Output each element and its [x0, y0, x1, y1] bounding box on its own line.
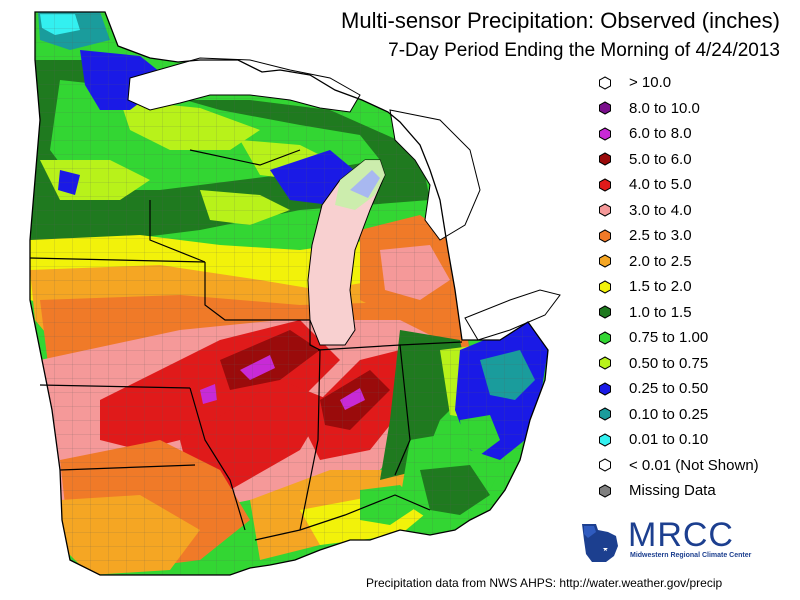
hexagon-marker	[599, 203, 611, 217]
hexagon-marker	[599, 356, 611, 370]
legend-label: Missing Data	[629, 482, 716, 500]
legend-item: 8.0 to 10.0	[598, 96, 798, 122]
legend-label: 1.5 to 2.0	[629, 278, 692, 296]
legend-item: 3.0 to 4.0	[598, 198, 798, 224]
legend-label: < 0.01 (Not Shown)	[629, 456, 759, 474]
legend-label: 3.0 to 4.0	[629, 201, 692, 219]
legend-label: 1.0 to 1.5	[629, 303, 692, 321]
hexagon-marker	[599, 178, 611, 192]
region-outline	[29, 11, 549, 576]
lake-erie	[464, 289, 561, 341]
logo-subtitle: Midwestern Regional Climate Center	[630, 552, 752, 559]
legend-item: 0.75 to 1.00	[598, 325, 798, 351]
legend-item: 1.5 to 2.0	[598, 274, 798, 300]
legend-item: > 10.0	[598, 70, 798, 96]
legend-item: 5.0 to 6.0	[598, 147, 798, 173]
hexagon-marker	[599, 254, 611, 268]
logo-wordmark: MRCC	[628, 516, 734, 554]
legend-label: 0.10 to 0.25	[629, 405, 709, 423]
legend-item: 0.50 to 0.75	[598, 351, 798, 377]
hexagon-marker	[599, 127, 611, 141]
mrcc-logo: MRCC Midwestern Regional Climate Center	[578, 516, 778, 568]
legend-item: 0.10 to 0.25	[598, 402, 798, 428]
legend-label: 0.50 to 0.75	[629, 354, 709, 372]
lake-superior	[127, 57, 361, 113]
legend-item: 0.25 to 0.50	[598, 376, 798, 402]
legend-label: 0.75 to 1.00	[629, 329, 709, 347]
hexagon-marker	[599, 229, 611, 243]
hexagon-marker	[599, 280, 611, 294]
hexagon-marker	[599, 382, 611, 396]
hexagon-marker	[599, 458, 611, 472]
legend-item: 4.0 to 5.0	[598, 172, 798, 198]
legend-label: 4.0 to 5.0	[629, 176, 692, 194]
legend-label: 8.0 to 10.0	[629, 99, 700, 117]
legend-label: 0.01 to 0.10	[629, 431, 709, 449]
hexagon-marker	[599, 152, 611, 166]
legend-label: 2.5 to 3.0	[629, 227, 692, 245]
legend-label: 2.0 to 2.5	[629, 252, 692, 270]
hexagon-marker	[599, 101, 611, 115]
hexagon-marker	[599, 331, 611, 345]
lake-huron	[389, 109, 481, 241]
source-credit: Precipitation data from NWS AHPS: http:/…	[366, 576, 723, 590]
map-subtitle: 7-Day Period Ending the Morning of 4/24/…	[388, 40, 780, 61]
legend: > 10.0 8.0 to 10.0 6.0 to 8.0 5.0 to 6.0 4.0…	[598, 70, 798, 504]
legend-label: 0.25 to 0.50	[629, 380, 709, 398]
map-title: Multi-sensor Precipitation: Observed (in…	[341, 8, 780, 33]
hexagon-marker	[599, 305, 611, 319]
midwest-states-icon	[582, 524, 618, 562]
hexagon-marker	[599, 407, 611, 421]
legend-item: 6.0 to 8.0	[598, 121, 798, 147]
legend-label: 5.0 to 6.0	[629, 150, 692, 168]
legend-item: 2.0 to 2.5	[598, 249, 798, 275]
legend-item: < 0.01 (Not Shown)	[598, 453, 798, 479]
hexagon-marker	[599, 76, 611, 90]
hexagon-marker	[599, 484, 611, 498]
state-borders	[29, 149, 463, 541]
legend-item: 1.0 to 1.5	[598, 300, 798, 326]
hexagon-marker	[599, 433, 611, 447]
legend-item: Missing Data	[598, 478, 798, 504]
legend-item: 0.01 to 0.10	[598, 427, 798, 453]
legend-item: 2.5 to 3.0	[598, 223, 798, 249]
legend-label: 6.0 to 8.0	[629, 125, 692, 143]
legend-label: > 10.0	[629, 74, 672, 92]
